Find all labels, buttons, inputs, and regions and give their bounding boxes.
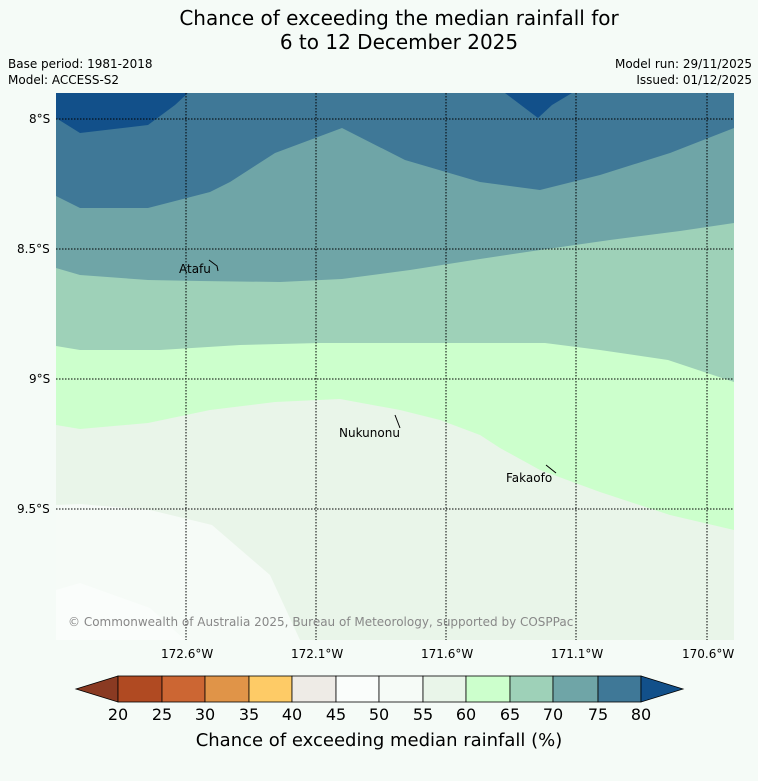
band-80-plus-east (505, 93, 572, 118)
place-labels: Atafu Nukunonu Fakaofo (179, 262, 552, 485)
lat-label-9-5s: 9.5°S (17, 502, 50, 516)
colorbar-tick-65: 65 (499, 705, 521, 724)
base-period: Base period: 1981-2018 (8, 57, 153, 71)
colorbar (74, 675, 685, 703)
issued-date: Issued: 01/12/2025 (636, 73, 752, 87)
band-45-50 (56, 583, 185, 640)
colorbar-swatch-20-25 (117, 675, 163, 703)
place-label-fakaofo: Fakaofo (506, 471, 552, 485)
colorbar-under-extension (74, 675, 119, 703)
colorbar-tick-45: 45 (325, 705, 347, 724)
colorbar-swatch-65-70 (509, 675, 554, 703)
title-line-1: Chance of exceeding the median rainfall … (179, 6, 619, 30)
colorbar-tick-80: 80 (630, 705, 652, 724)
colorbar-tick-25: 25 (151, 705, 173, 724)
band-80-plus-west (56, 93, 188, 133)
lon-label-171-6w: 171.6°W (421, 647, 474, 661)
model-name: Model: ACCESS-S2 (8, 73, 120, 87)
colorbar-title: Chance of exceeding median rainfall (%) (195, 730, 563, 751)
chart-title: Chance of exceeding the median rainfall … (0, 6, 758, 54)
colorbar-tick-60: 60 (455, 705, 477, 724)
colorbar-tick-75: 75 (587, 705, 609, 724)
colorbar-over-extension (640, 675, 685, 703)
model-run: Model run: 29/11/2025 (614, 57, 752, 71)
colorbar-swatch-75-80 (597, 675, 642, 703)
colorbar-tick-20: 20 (107, 705, 129, 724)
colorbar-swatch-25-30 (161, 675, 206, 703)
colorbar-swatch-35-40 (248, 675, 293, 703)
colorbar-swatch-70-75 (552, 675, 599, 703)
atafu-atoll-shape (208, 259, 219, 272)
colorbar-tick-55: 55 (412, 705, 434, 724)
place-label-nukunonu: Nukunonu (339, 426, 400, 440)
colorbar-tick-50: 50 (368, 705, 390, 724)
nukunonu-atoll-shape (394, 414, 401, 429)
grid-lines (56, 93, 734, 640)
title-line-2: 6 to 12 December 2025 (279, 30, 519, 54)
place-label-atafu: Atafu (179, 262, 211, 276)
lat-label-8s: 8°S (29, 112, 51, 126)
lon-label-171-1w: 171.1°W (551, 647, 604, 661)
lon-label-172-1w: 172.1°W (291, 647, 344, 661)
lat-label-9s: 9°S (29, 372, 51, 386)
colorbar-swatch-40-45 (291, 675, 337, 703)
colorbar-swatch-55-60 (422, 675, 467, 703)
lon-label-170-6w: 170.6°W (682, 647, 735, 661)
colorbar-tick-40: 40 (281, 705, 303, 724)
colorbar-swatch-45-50 (335, 675, 380, 703)
colorbar-swatch-60-65 (465, 675, 511, 703)
lat-label-8-5s: 8.5°S (17, 242, 50, 256)
colorbar-tick-70: 70 (542, 705, 564, 724)
lon-label-172-6w: 172.6°W (161, 647, 214, 661)
atolls (208, 259, 557, 474)
colorbar-swatch-30-35 (204, 675, 250, 703)
colorbar-swatch-50-55 (378, 675, 424, 703)
colorbar-tick-30: 30 (194, 705, 216, 724)
probability-contours (56, 93, 734, 640)
copyright-notice: © Commonwealth of Australia 2025, Bureau… (68, 615, 573, 629)
colorbar-tick-35: 35 (238, 705, 260, 724)
fakaofo-atoll-shape (545, 464, 557, 474)
